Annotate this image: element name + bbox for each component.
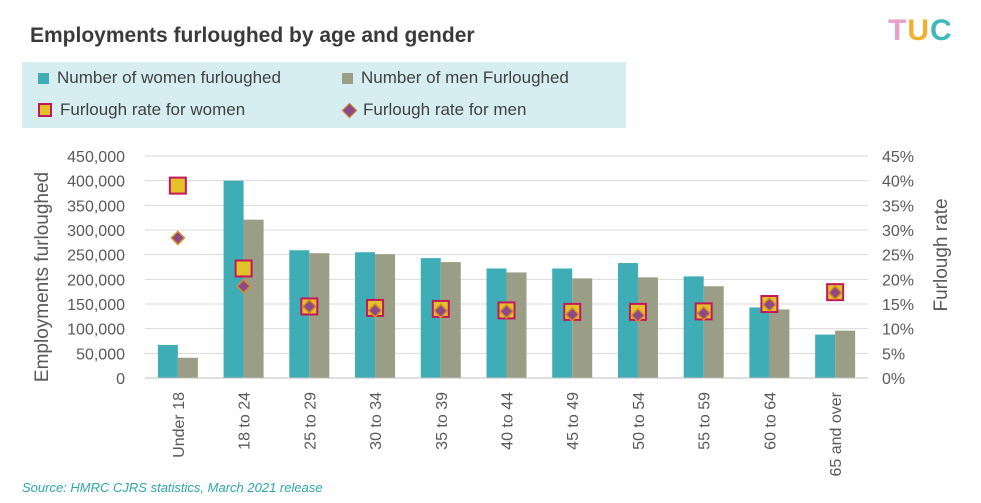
y2-tick-label: 30% — [882, 223, 914, 240]
legend-label-women-rate: Furlough rate for women — [60, 100, 246, 119]
legend-label-women-bar: Number of women furloughed — [57, 68, 281, 87]
y-tick-label: 250,000 — [67, 248, 125, 265]
bar-women — [223, 180, 244, 378]
marker-men-rate — [367, 302, 383, 318]
legend-swatch-women-rate — [38, 103, 52, 117]
x-tick-label: 55 to 59 — [697, 392, 714, 450]
legend-item-men-bar: Number of men Furloughed — [342, 68, 569, 88]
bar-men — [440, 262, 461, 378]
bar-women — [749, 307, 770, 378]
legend-swatch-men-bar — [342, 72, 353, 84]
bar-men — [703, 286, 724, 378]
bar-men — [835, 330, 856, 378]
marker-men-rate — [301, 298, 317, 315]
y-tick-label: 350,000 — [67, 198, 125, 215]
bar-men — [375, 254, 396, 378]
bar-men — [309, 253, 330, 378]
marker-men-rate — [433, 303, 449, 319]
x-tick-label: 65 and over — [828, 391, 845, 476]
y-tick-label: 50,000 — [76, 346, 125, 363]
legend-item-women-rate: Furlough rate for women — [38, 100, 245, 120]
y-tick-label: 150,000 — [67, 297, 125, 314]
y-axis-title: Employments furloughed — [32, 172, 53, 382]
y-tick-label: 400,000 — [67, 174, 125, 191]
y2-tick-label: 5% — [882, 346, 905, 363]
y2-tick-label: 10% — [882, 322, 914, 339]
x-tick-label: Under 18 — [171, 392, 188, 458]
y2-tick-label: 35% — [882, 198, 914, 215]
y2-tick-label: 15% — [882, 297, 914, 314]
source-note: Source: HMRC CJRS statistics, March 2021… — [22, 480, 323, 495]
bar-women — [552, 268, 573, 378]
y2-tick-label: 25% — [882, 248, 914, 265]
marker-men-rate — [564, 306, 580, 322]
bar-men — [637, 277, 658, 378]
marker-men-rate — [498, 303, 515, 319]
y2-tick-label: 45% — [882, 149, 914, 166]
bar-women — [683, 276, 704, 378]
bar-men — [572, 278, 593, 378]
bar-women — [420, 258, 441, 378]
marker-men-rate — [827, 285, 843, 301]
bar-women — [355, 252, 376, 378]
chart-title: Employments furloughed by age and gender — [30, 24, 475, 47]
bar-men — [177, 357, 198, 378]
y2-axis-title: Furlough rate — [931, 198, 952, 311]
x-tick-label: 50 to 54 — [631, 392, 648, 450]
x-tick-label: 60 to 64 — [762, 392, 779, 450]
bar-women — [289, 250, 310, 378]
x-tick-label: 18 to 24 — [237, 392, 254, 450]
x-tick-label: 35 to 39 — [434, 392, 451, 450]
bar-men — [243, 219, 264, 378]
x-tick-label: 45 to 49 — [565, 392, 582, 450]
legend-item-men-rate: Furlough rate for men — [341, 100, 527, 120]
legend-label-men-bar: Number of men Furloughed — [361, 68, 569, 87]
y2-tick-label: 40% — [882, 174, 914, 191]
x-tick-label: 25 to 29 — [302, 392, 319, 450]
marker-men-rate — [696, 305, 712, 321]
y-tick-label: 100,000 — [67, 322, 125, 339]
x-tick-label: 30 to 34 — [368, 392, 385, 450]
bar-women — [157, 344, 178, 378]
y2-tick-label: 0% — [882, 371, 905, 388]
bar-women — [486, 268, 507, 378]
x-tick-label: 40 to 44 — [500, 392, 517, 450]
legend-item-women-bar: Number of women furloughed — [38, 68, 281, 88]
marker-men-rate — [170, 230, 186, 246]
y-tick-label: 300,000 — [67, 223, 125, 240]
y-tick-label: 450,000 — [67, 149, 125, 166]
marker-men-rate — [761, 296, 777, 313]
y-tick-label: 0 — [116, 371, 125, 388]
bar-women — [815, 334, 836, 378]
legend-label-men-rate: Furlough rate for men — [363, 100, 527, 119]
tuc-logo: TUC — [888, 14, 953, 47]
marker-men-rate — [236, 278, 252, 294]
y2-tick-label: 20% — [882, 272, 914, 289]
legend-swatch-women-bar — [38, 72, 49, 84]
marker-men-rate — [630, 307, 646, 323]
chart-legend: Number of women furloughed Number of men… — [22, 62, 626, 128]
bar-women — [617, 263, 638, 378]
marker-women-rate — [234, 259, 253, 278]
marker-women-rate — [168, 176, 187, 195]
bar-men — [769, 309, 790, 378]
y-tick-label: 200,000 — [67, 272, 125, 289]
bar-men — [506, 272, 527, 378]
